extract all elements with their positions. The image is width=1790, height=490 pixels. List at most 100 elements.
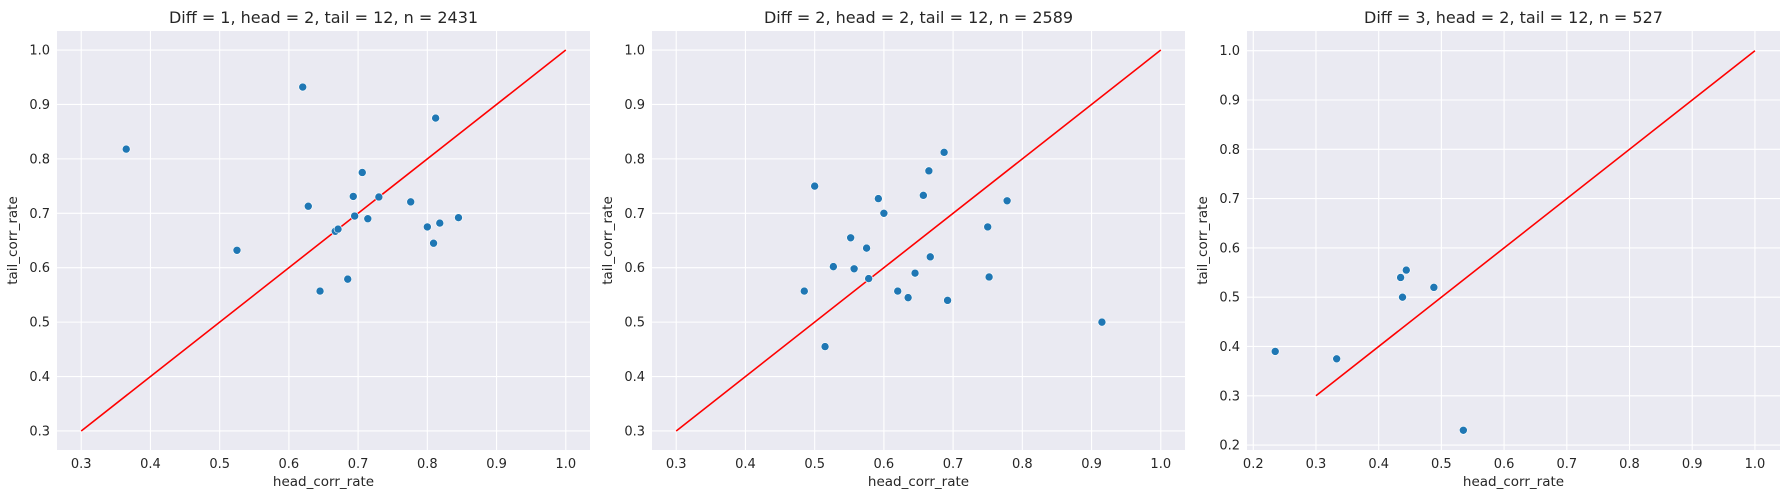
data-point — [919, 191, 928, 200]
y-tick-label: 0.8 — [1219, 143, 1240, 158]
x-tick-label: 0.8 — [1012, 457, 1033, 472]
data-point — [903, 293, 913, 302]
data-point — [893, 286, 903, 296]
data-point — [862, 243, 871, 253]
data-point — [298, 82, 308, 92]
data-point — [846, 233, 855, 243]
reference-line — [80, 49, 567, 432]
data-point — [429, 238, 438, 248]
y-tick-label: 0.6 — [1219, 241, 1240, 256]
chart-title: Diff = 3, head = 2, tail = 12, n = 527 — [1364, 8, 1663, 27]
data-point — [363, 214, 373, 224]
y-axis-label: tail_corr_rate — [1195, 196, 1211, 285]
y-axis-label: tail_corr_rate — [600, 196, 616, 285]
data-point — [799, 286, 809, 296]
x-tick-label: 1.0 — [1745, 457, 1766, 472]
data-point — [121, 144, 131, 154]
data-point — [849, 264, 859, 274]
data-point — [333, 224, 343, 234]
y-tick-label: 1.0 — [29, 44, 50, 59]
x-tick-label: 0.4 — [140, 457, 161, 472]
data-point — [1002, 196, 1012, 206]
data-point — [1459, 425, 1468, 435]
y-tick-label: 0.3 — [29, 424, 50, 439]
data-point — [406, 197, 416, 207]
x-tick-label: 0.2 — [1243, 457, 1264, 472]
x-tick-label: 0.6 — [1494, 457, 1515, 472]
y-tick-label: 0.4 — [624, 370, 645, 385]
y-tick-label: 0.8 — [29, 152, 50, 167]
x-tick-label: 0.6 — [279, 457, 300, 472]
data-point — [984, 272, 994, 282]
data-point — [357, 168, 367, 177]
data-point — [1097, 317, 1107, 327]
y-tick-label: 0.6 — [624, 261, 645, 276]
reference-line — [1315, 50, 1756, 397]
y-tick-label: 0.9 — [624, 98, 645, 113]
y-tick-label: 0.3 — [1219, 389, 1240, 404]
y-tick-label: 0.6 — [29, 261, 50, 276]
y-tick-label: 0.5 — [29, 316, 50, 331]
y-tick-label: 0.9 — [29, 98, 50, 113]
y-tick-label: 0.4 — [1219, 340, 1240, 355]
x-tick-label: 0.5 — [209, 457, 230, 472]
y-tick-label: 0.9 — [1219, 94, 1240, 109]
x-tick-label: 1.0 — [555, 457, 576, 472]
data-point — [1401, 265, 1411, 275]
y-axis-label: tail_corr_rate — [5, 196, 21, 285]
data-point — [983, 222, 993, 232]
x-tick-label: 0.9 — [1682, 457, 1703, 472]
y-tick-label: 1.0 — [1219, 44, 1240, 59]
y-tick-label: 0.2 — [1219, 439, 1240, 454]
x-tick-label: 0.8 — [1619, 457, 1640, 472]
x-tick-label: 0.5 — [804, 457, 825, 472]
x-axis-label: head_corr_rate — [868, 474, 969, 490]
data-point — [939, 148, 949, 157]
x-tick-label: 0.3 — [71, 457, 92, 472]
scatter-panel-2: 0.3 0.4 0.5 0.6 0.7 0.8 0.9 1.0 0.3 0.4 0.5 0.6 0.7 0… — [600, 8, 1185, 490]
data-point — [874, 194, 883, 203]
data-point — [910, 268, 920, 278]
data-point — [1398, 292, 1407, 302]
data-point — [1429, 283, 1439, 292]
x-tick-label: 0.9 — [1081, 457, 1102, 472]
x-tick-label: 1.0 — [1150, 457, 1171, 472]
data-point — [374, 192, 384, 202]
data-point — [810, 181, 819, 191]
x-tick-label: 0.7 — [1556, 457, 1577, 472]
data-point — [303, 201, 313, 211]
data-point — [343, 274, 353, 284]
data-point — [350, 211, 359, 221]
data-point — [454, 213, 463, 222]
y-tick-label: 0.5 — [1219, 291, 1240, 306]
y-tick-label: 0.7 — [29, 207, 50, 222]
y-tick-label: 0.4 — [29, 370, 50, 385]
data-point — [925, 252, 935, 262]
x-tick-label: 0.5 — [1431, 457, 1452, 472]
x-tick-label: 0.3 — [1306, 457, 1327, 472]
x-tick-label: 0.4 — [735, 457, 756, 472]
x-tick-label: 0.6 — [874, 457, 895, 472]
chart-title: Diff = 2, head = 2, tail = 12, n = 2589 — [764, 8, 1073, 27]
x-tick-label: 0.7 — [943, 457, 964, 472]
y-tick-label: 0.3 — [624, 424, 645, 439]
y-tick-label: 0.7 — [1219, 192, 1240, 207]
data-point — [232, 245, 242, 255]
data-point — [435, 218, 445, 228]
data-point — [864, 274, 873, 283]
x-tick-label: 0.4 — [1368, 457, 1389, 472]
x-axis-label: head_corr_rate — [273, 474, 374, 490]
y-tick-label: 0.5 — [624, 316, 645, 331]
y-tick-label: 0.8 — [624, 152, 645, 167]
reference-line — [675, 49, 1162, 432]
data-point — [924, 166, 934, 176]
data-point — [423, 222, 432, 232]
x-tick-label: 0.9 — [486, 457, 507, 472]
data-point — [1396, 273, 1405, 282]
data-point — [348, 192, 358, 201]
data-point — [315, 286, 325, 296]
data-point — [1270, 347, 1280, 356]
x-tick-label: 0.7 — [348, 457, 369, 472]
